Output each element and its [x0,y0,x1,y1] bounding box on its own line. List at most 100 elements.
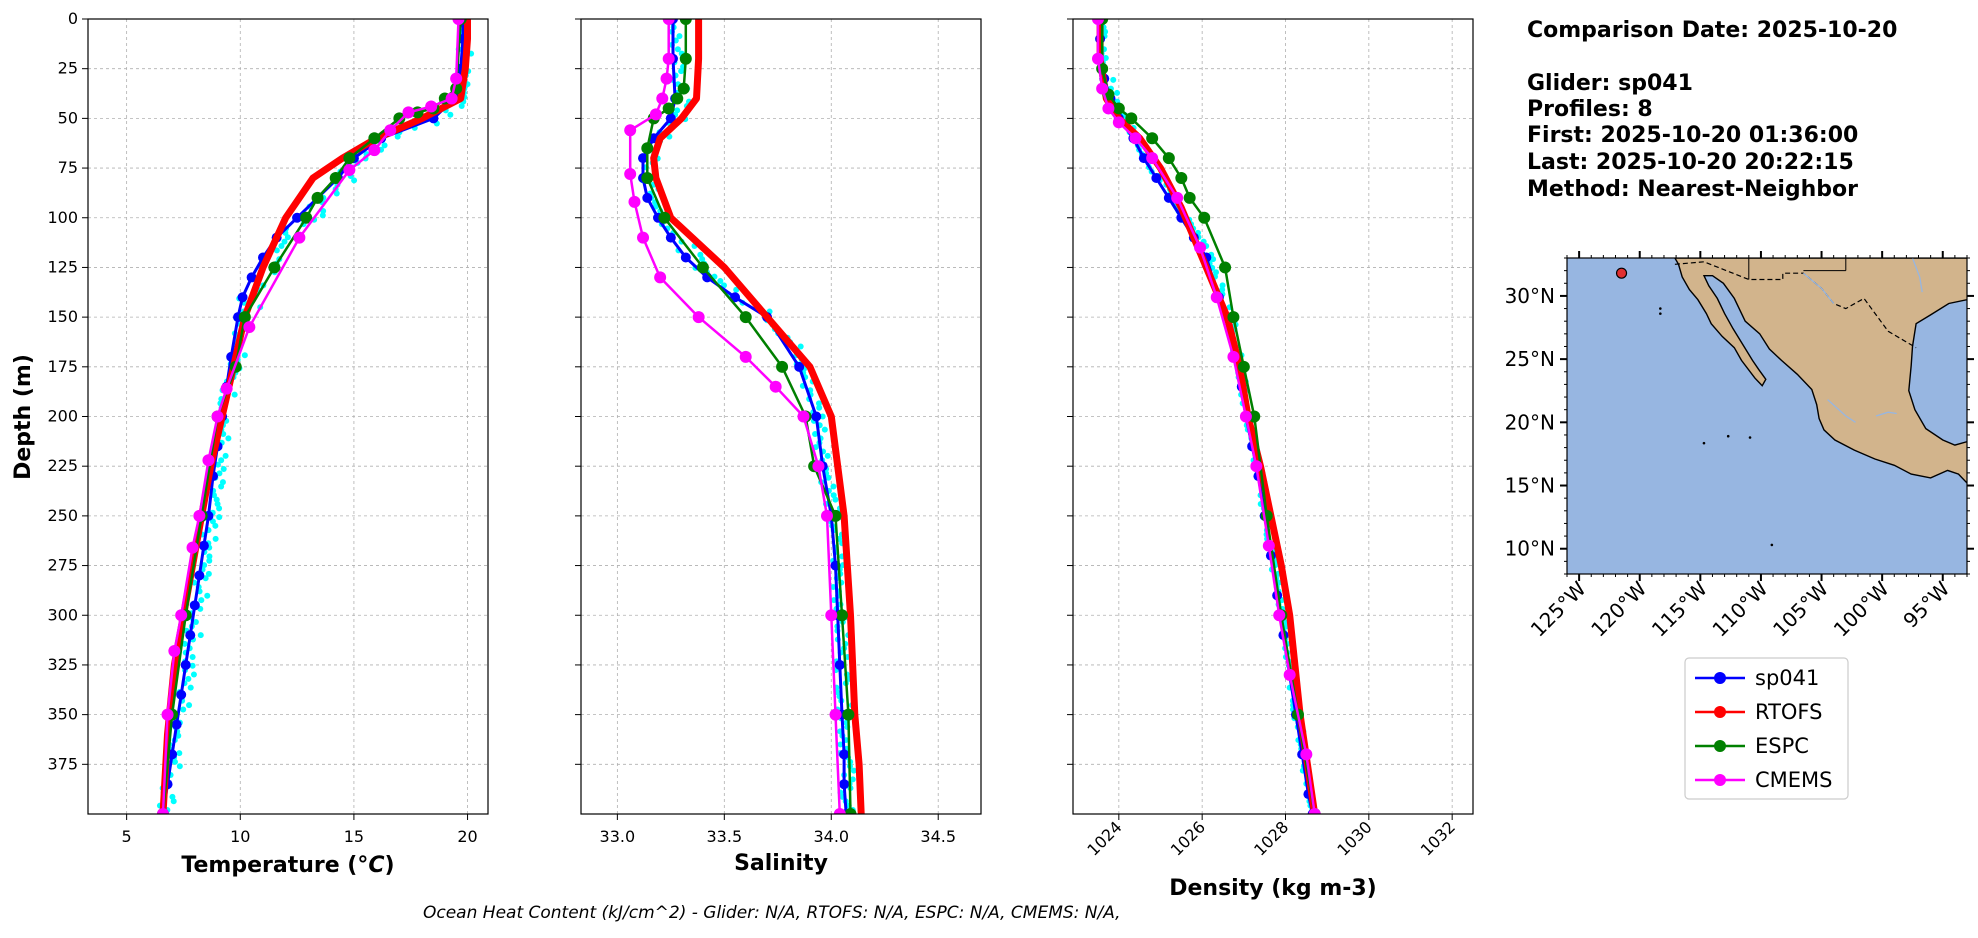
glider-raw-point [832,496,839,503]
series-point-sp041 [176,689,187,700]
y-tick-label: 350 [47,705,78,724]
legend-box [1684,657,1849,800]
series-point-sp041 [180,659,191,670]
comparison-date: Comparison Date: 2025-10-20 [1527,18,1897,43]
series-point-espc [1198,211,1211,224]
series-point-cmems [1171,191,1184,204]
series-point-cmems [1112,116,1125,129]
glider-raw-point [830,483,837,490]
series-point-espc [238,311,251,324]
series-point-sp041 [839,779,850,790]
glider-raw-point [278,242,285,249]
series-point-cmems [692,311,705,324]
series-point-espc [829,509,842,522]
map-lat-label: 10°N [1505,537,1555,561]
salinity-axis-label: Salinity [734,851,828,876]
series-point-espc [343,152,356,165]
series-point-cmems [660,72,673,85]
profiles-count: Profiles: 8 [1527,97,1653,122]
series-point-espc [1183,191,1196,204]
map-lon-label: 125°W [1526,576,1591,641]
island [1659,307,1662,310]
glider-raw-point [176,763,183,770]
map-frame [1566,257,1968,575]
glider-raw-point [1219,282,1226,289]
plot-area [624,19,865,814]
glider-raw-point [319,212,326,219]
series-point-sp041 [189,600,200,611]
x-tick-label: 33.5 [707,827,743,846]
series-point-espc [658,211,671,224]
series-point-cmems [1273,609,1286,622]
map-lat-label: 30°N [1505,284,1555,308]
series-point-cmems [1250,460,1263,473]
gulf-of-mexico [1908,298,1967,446]
series-point-espc [662,102,675,115]
series-point-cmems [186,541,199,554]
glider-raw-point [674,46,681,53]
series-point-cmems [402,106,415,119]
glider-raw-point [209,518,216,525]
glider-raw-point [216,514,223,521]
series-point-espc [368,132,381,145]
glider-raw-point [1210,256,1217,263]
y-tick-label: 225 [47,456,78,475]
series-point-cmems [450,72,463,85]
river [1802,272,1835,304]
glider-raw-point [351,177,358,184]
series-point-cmems [1210,291,1223,304]
series-line-rtofs [650,19,865,814]
glider-raw-point [819,413,826,420]
series-point-espc [844,808,857,814]
x-tick-label: 33.0 [600,827,636,846]
series-point-sp041 [1138,153,1149,164]
glider-raw-point [816,404,823,411]
series-point-espc [1219,261,1232,274]
island [1770,543,1774,547]
glider-raw-point [797,343,804,350]
glider-raw-point [187,684,194,691]
glider-raw-point [190,671,197,678]
series-point-cmems [662,52,675,65]
series-point-espc [1162,152,1175,165]
series-point-sp041 [811,411,822,422]
x-tick-label: 15 [344,827,364,846]
glider-raw-point [284,234,291,241]
series-point-espc [393,112,406,125]
grid [581,18,981,814]
glider-raw-point [849,776,856,783]
series-point-cmems [425,100,438,113]
legend-marker-cmems [1714,774,1726,786]
series-point-sp041 [665,113,676,124]
series-point-espc [677,82,690,95]
y-tick-label: 25 [58,59,78,78]
glider-raw-point [812,430,819,437]
series-point-cmems [812,460,825,473]
series-point-sp041 [642,192,653,203]
series-point-sp041 [730,292,741,303]
glider-raw-point [192,619,199,626]
glider-raw-point [170,798,177,805]
x-tick-label: 1032 [1417,817,1459,859]
series-point-cmems [654,271,667,284]
y-tick-label: 75 [58,158,78,177]
series-point-espc [1237,360,1250,373]
x-tick-label: 5 [122,827,132,846]
series-point-cmems [202,454,215,467]
glider-raw-point [189,662,196,669]
series-point-sp041 [194,570,205,581]
density-panel: 1024 1026 1028 1030 1032 [1067,18,1474,860]
series-point-espc [641,142,654,155]
glider-raw-point [678,68,685,75]
glider-raw-point [218,483,225,490]
series-point-espc [1146,132,1159,145]
y-tick-label: 175 [47,357,78,376]
map-lon-label: 110°W [1707,576,1772,641]
glider-raw-point [186,702,193,709]
series-point-cmems [1283,668,1296,681]
series-point-sp041 [638,153,649,164]
series-point-cmems [293,231,306,244]
series-point-sp041 [198,540,209,551]
y-tick-label: 100 [47,208,78,227]
